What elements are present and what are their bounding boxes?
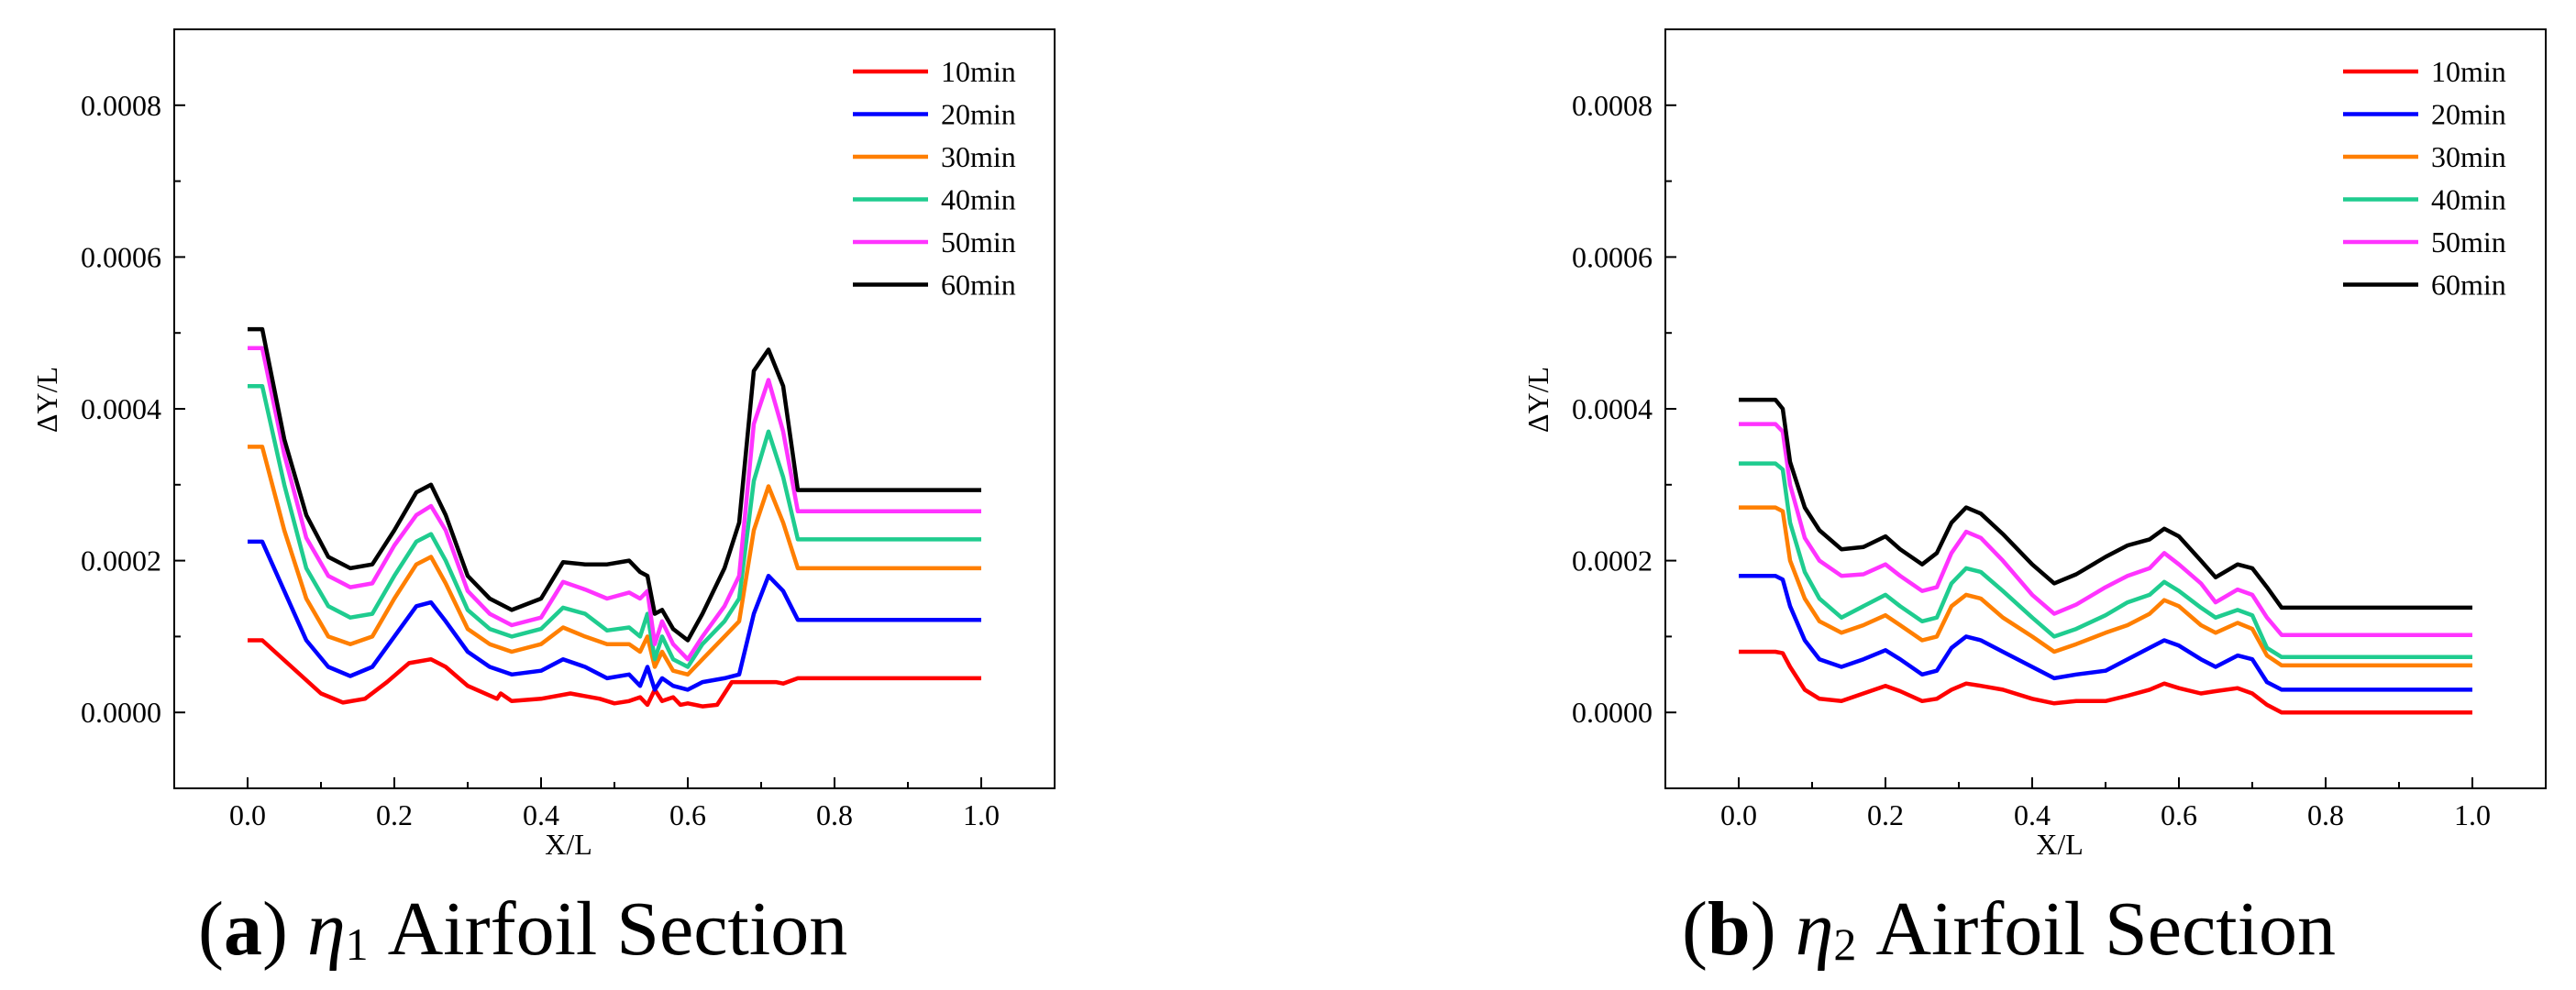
- chart-a-y-tick-label: 0.0000: [81, 696, 161, 729]
- caption-b-letter: b: [1707, 886, 1751, 972]
- chart-b-y-tick-label: 0.0006: [1572, 240, 1653, 273]
- chart-b-series-50min: [1739, 422, 2472, 637]
- chart-b-legend-label-60min: 60min: [2431, 269, 2506, 302]
- chart-b-x-tick-label: 0.8: [2307, 798, 2344, 831]
- chart-a-x-tick-label: 0.6: [669, 798, 706, 831]
- chart-a-series-50min: [248, 346, 981, 662]
- caption-b-subscript: 2: [1833, 918, 1857, 970]
- chart-b-legend-label-50min: 50min: [2431, 226, 2506, 258]
- chart-b: 0.0 0.2 0.4 0.6 0.8 1.0 0.0000 0.0002 0.0004 0.00…: [1521, 28, 2547, 861]
- chart-a-x-tick-label: 0.2: [376, 798, 413, 831]
- chart-a-series-10min: [248, 638, 981, 709]
- chart-b-y-tick-label: 0.0002: [1572, 544, 1653, 578]
- caption-a-text: Airfoil Section: [387, 886, 848, 972]
- caption-a: (a) η1 Airfoil Section: [198, 886, 848, 972]
- caption-b-symbol: η: [1795, 886, 1834, 972]
- caption-b: (b) η2 Airfoil Section: [1682, 886, 2336, 972]
- caption-a-symbol: η: [306, 886, 346, 972]
- chart-b-x-tick-label: 0.2: [1867, 798, 1904, 831]
- chart-b-series-40min: [1739, 461, 2472, 660]
- chart-a-y-tick-label: 0.0008: [81, 89, 161, 122]
- chart-a-plot-frame: [173, 28, 1056, 789]
- chart-b-series-30min: [1739, 505, 2472, 668]
- chart-b-legend-label-40min: 40min: [2431, 183, 2506, 216]
- caption-a-letter: a: [223, 886, 262, 972]
- chart-b-legend-label-30min: 30min: [2431, 140, 2506, 173]
- chart-b-y-axis-title: ΔY/L: [1521, 367, 1554, 433]
- chart-b-y-tick-label: 0.0008: [1572, 89, 1653, 122]
- chart-a-series-30min: [248, 445, 981, 677]
- chart-a-legend-label-10min: 10min: [941, 55, 1016, 88]
- chart-a-series-60min: [248, 326, 981, 643]
- chart-b-x-tick-label: 1.0: [2454, 798, 2491, 831]
- chart-a-y-tick-label: 0.0006: [81, 240, 161, 273]
- chart-b-series-20min: [1739, 573, 2472, 692]
- chart-a-y-tick-label: 0.0004: [81, 392, 161, 425]
- chart-a-x-tick-label: 1.0: [963, 798, 1000, 831]
- chart-b-x-tick-label: 0.6: [2161, 798, 2197, 831]
- chart-a-x-axis-title: X/L: [545, 828, 592, 861]
- chart-b-legend-label-20min: 20min: [2431, 98, 2506, 131]
- chart-a-y-tick-label: 0.0002: [81, 544, 161, 578]
- chart-a-x-tick-label: 0.4: [523, 798, 559, 831]
- chart-a-y-axis-title: ΔY/L: [30, 367, 63, 433]
- chart-a-legend-label-20min: 20min: [941, 98, 1016, 131]
- chart-a-legend-label-30min: 30min: [941, 140, 1016, 173]
- caption-a-subscript: 1: [345, 918, 369, 970]
- chart-b-x-tick-label: 0.4: [2014, 798, 2051, 831]
- chart-a-legend-label-60min: 60min: [941, 269, 1016, 302]
- chart-b-y-tick-label: 0.0000: [1572, 696, 1653, 729]
- chart-a-legend-label-40min: 40min: [941, 183, 1016, 216]
- chart-b-legend-label-10min: 10min: [2431, 55, 2506, 88]
- chart-a-series-40min: [248, 383, 981, 669]
- caption-b-text: Airfoil Section: [1875, 886, 2336, 972]
- chart-b-series-60min: [1739, 397, 2472, 610]
- chart-a: 0.0 0.2 0.4 0.6 0.8 1.0 0.0000 0.0002 0.0004 0.00…: [30, 28, 1056, 861]
- chart-a-x-tick-label: 0.0: [229, 798, 266, 831]
- chart-b-x-tick-label: 0.0: [1720, 798, 1757, 831]
- chart-a-legend-label-50min: 50min: [941, 226, 1016, 258]
- chart-b-series-10min: [1739, 649, 2472, 715]
- chart-a-series-20min: [248, 539, 981, 692]
- chart-b-y-tick-label: 0.0004: [1572, 392, 1653, 425]
- chart-b-x-axis-title: X/L: [2036, 828, 2084, 861]
- chart-a-x-tick-label: 0.8: [816, 798, 853, 831]
